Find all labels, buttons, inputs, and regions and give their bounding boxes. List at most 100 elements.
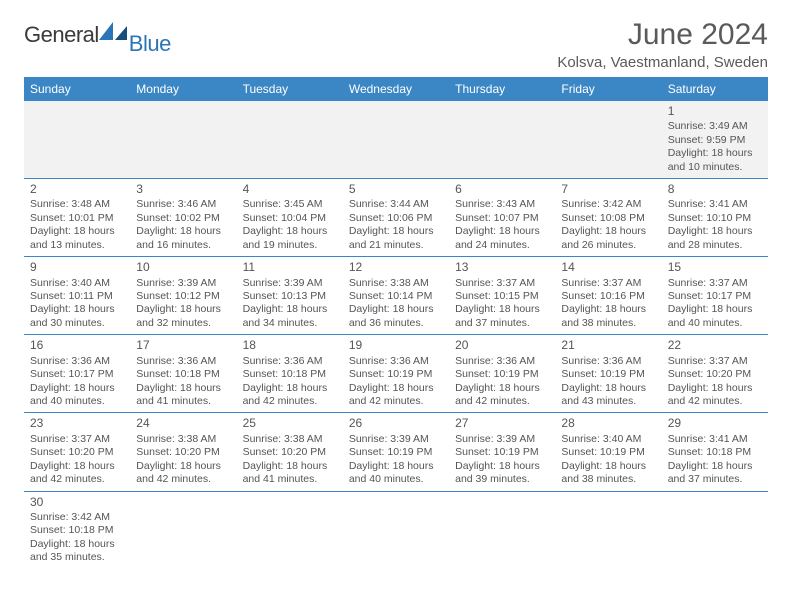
daylight-line: Daylight: 18 hours and 40 minutes. [668,303,762,330]
daylight-line: Daylight: 18 hours and 41 minutes. [243,460,337,487]
calendar-day-cell: 11Sunrise: 3:39 AMSunset: 10:13 PMDaylig… [237,257,343,335]
daylight-line: Daylight: 18 hours and 35 minutes. [30,538,124,565]
day-number: 27 [455,416,549,431]
sunrise-line: Sunrise: 3:42 AM [30,511,124,524]
day-number: 18 [243,338,337,353]
sunrise-line: Sunrise: 3:38 AM [349,277,443,290]
sunrise-line: Sunrise: 3:36 AM [243,355,337,368]
daylight-line: Daylight: 18 hours and 42 minutes. [455,382,549,409]
calendar-week-row: 1Sunrise: 3:49 AMSunset: 9:59 PMDaylight… [24,101,768,179]
calendar-day-cell: 30Sunrise: 3:42 AMSunset: 10:18 PMDaylig… [24,491,130,569]
month-title: June 2024 [557,18,768,52]
day-number: 16 [30,338,124,353]
daylight-line: Daylight: 18 hours and 16 minutes. [136,225,230,252]
sunset-line: Sunset: 10:14 PM [349,290,443,303]
sunrise-line: Sunrise: 3:49 AM [668,120,762,133]
sunset-line: Sunset: 10:17 PM [668,290,762,303]
sunrise-line: Sunrise: 3:40 AM [30,277,124,290]
calendar-day-cell: 23Sunrise: 3:37 AMSunset: 10:20 PMDaylig… [24,413,130,491]
daylight-line: Daylight: 18 hours and 34 minutes. [243,303,337,330]
day-number: 26 [349,416,443,431]
daylight-line: Daylight: 18 hours and 42 minutes. [30,460,124,487]
calendar-week-row: 16Sunrise: 3:36 AMSunset: 10:17 PMDaylig… [24,335,768,413]
day-number: 10 [136,260,230,275]
sunset-line: Sunset: 10:11 PM [30,290,124,303]
calendar-day-cell: 27Sunrise: 3:39 AMSunset: 10:19 PMDaylig… [449,413,555,491]
day-number: 4 [243,182,337,197]
daylight-line: Daylight: 18 hours and 38 minutes. [561,303,655,330]
day-number: 14 [561,260,655,275]
sunrise-line: Sunrise: 3:36 AM [455,355,549,368]
calendar-day-cell: 24Sunrise: 3:38 AMSunset: 10:20 PMDaylig… [130,413,236,491]
calendar-week-row: 9Sunrise: 3:40 AMSunset: 10:11 PMDayligh… [24,257,768,335]
daylight-line: Daylight: 18 hours and 42 minutes. [668,382,762,409]
sunrise-line: Sunrise: 3:41 AM [668,433,762,446]
day-number: 2 [30,182,124,197]
sunrise-line: Sunrise: 3:37 AM [668,277,762,290]
weekday-header-row: SundayMondayTuesdayWednesdayThursdayFrid… [24,77,768,101]
calendar-day-cell: 3Sunrise: 3:46 AMSunset: 10:02 PMDayligh… [130,179,236,257]
daylight-line: Daylight: 18 hours and 21 minutes. [349,225,443,252]
day-number: 23 [30,416,124,431]
weekday-header: Tuesday [237,77,343,101]
calendar-day-cell: 22Sunrise: 3:37 AMSunset: 10:20 PMDaylig… [662,335,768,413]
day-number: 15 [668,260,762,275]
sunset-line: Sunset: 10:12 PM [136,290,230,303]
calendar-day-cell [449,101,555,179]
calendar-day-cell: 7Sunrise: 3:42 AMSunset: 10:08 PMDayligh… [555,179,661,257]
day-number: 13 [455,260,549,275]
sunset-line: Sunset: 10:18 PM [243,368,337,381]
calendar-day-cell: 21Sunrise: 3:36 AMSunset: 10:19 PMDaylig… [555,335,661,413]
calendar-day-cell [130,491,236,569]
calendar-page: General Blue June 2024 Kolsva, Vaestmanl… [0,0,792,587]
day-number: 28 [561,416,655,431]
calendar-day-cell: 19Sunrise: 3:36 AMSunset: 10:19 PMDaylig… [343,335,449,413]
weekday-header: Monday [130,77,236,101]
daylight-line: Daylight: 18 hours and 41 minutes. [136,382,230,409]
calendar-day-cell: 4Sunrise: 3:45 AMSunset: 10:04 PMDayligh… [237,179,343,257]
sunrise-line: Sunrise: 3:37 AM [561,277,655,290]
calendar-day-cell: 25Sunrise: 3:38 AMSunset: 10:20 PMDaylig… [237,413,343,491]
sunrise-line: Sunrise: 3:39 AM [136,277,230,290]
sunrise-line: Sunrise: 3:37 AM [30,433,124,446]
day-number: 29 [668,416,762,431]
sunset-line: Sunset: 10:19 PM [561,368,655,381]
daylight-line: Daylight: 18 hours and 26 minutes. [561,225,655,252]
sunrise-line: Sunrise: 3:38 AM [243,433,337,446]
sunrise-line: Sunrise: 3:48 AM [30,198,124,211]
sunset-line: Sunset: 10:01 PM [30,212,124,225]
sunset-line: Sunset: 10:19 PM [349,368,443,381]
day-number: 11 [243,260,337,275]
day-number: 7 [561,182,655,197]
daylight-line: Daylight: 18 hours and 10 minutes. [668,147,762,174]
calendar-day-cell: 16Sunrise: 3:36 AMSunset: 10:17 PMDaylig… [24,335,130,413]
sunset-line: Sunset: 10:04 PM [243,212,337,225]
daylight-line: Daylight: 18 hours and 43 minutes. [561,382,655,409]
sunrise-line: Sunrise: 3:42 AM [561,198,655,211]
day-number: 25 [243,416,337,431]
day-number: 5 [349,182,443,197]
sunset-line: Sunset: 10:06 PM [349,212,443,225]
sunset-line: Sunset: 10:10 PM [668,212,762,225]
calendar-day-cell: 29Sunrise: 3:41 AMSunset: 10:18 PMDaylig… [662,413,768,491]
calendar-week-row: 2Sunrise: 3:48 AMSunset: 10:01 PM Dayligh… [24,179,768,257]
sunrise-line: Sunrise: 3:36 AM [349,355,443,368]
sunset-line: Sunset: 10:16 PM [561,290,655,303]
calendar-day-cell: 9Sunrise: 3:40 AMSunset: 10:11 PMDayligh… [24,257,130,335]
day-number: 3 [136,182,230,197]
location-text: Kolsva, Vaestmanland, Sweden [557,54,768,71]
day-number: 24 [136,416,230,431]
sunrise-line: Sunrise: 3:41 AM [668,198,762,211]
daylight-line: Daylight: 18 hours and 32 minutes. [136,303,230,330]
day-number: 21 [561,338,655,353]
calendar-day-cell: 1Sunrise: 3:49 AMSunset: 9:59 PMDaylight… [662,101,768,179]
day-number: 6 [455,182,549,197]
calendar-day-cell: 12Sunrise: 3:38 AMSunset: 10:14 PMDaylig… [343,257,449,335]
sunrise-line: Sunrise: 3:38 AM [136,433,230,446]
day-number: 1 [668,104,762,119]
day-number: 17 [136,338,230,353]
sunrise-line: Sunrise: 3:36 AM [136,355,230,368]
header: General Blue June 2024 Kolsva, Vaestmanl… [24,18,768,71]
calendar-week-row: 30Sunrise: 3:42 AMSunset: 10:18 PMDaylig… [24,491,768,569]
calendar-day-cell [555,101,661,179]
